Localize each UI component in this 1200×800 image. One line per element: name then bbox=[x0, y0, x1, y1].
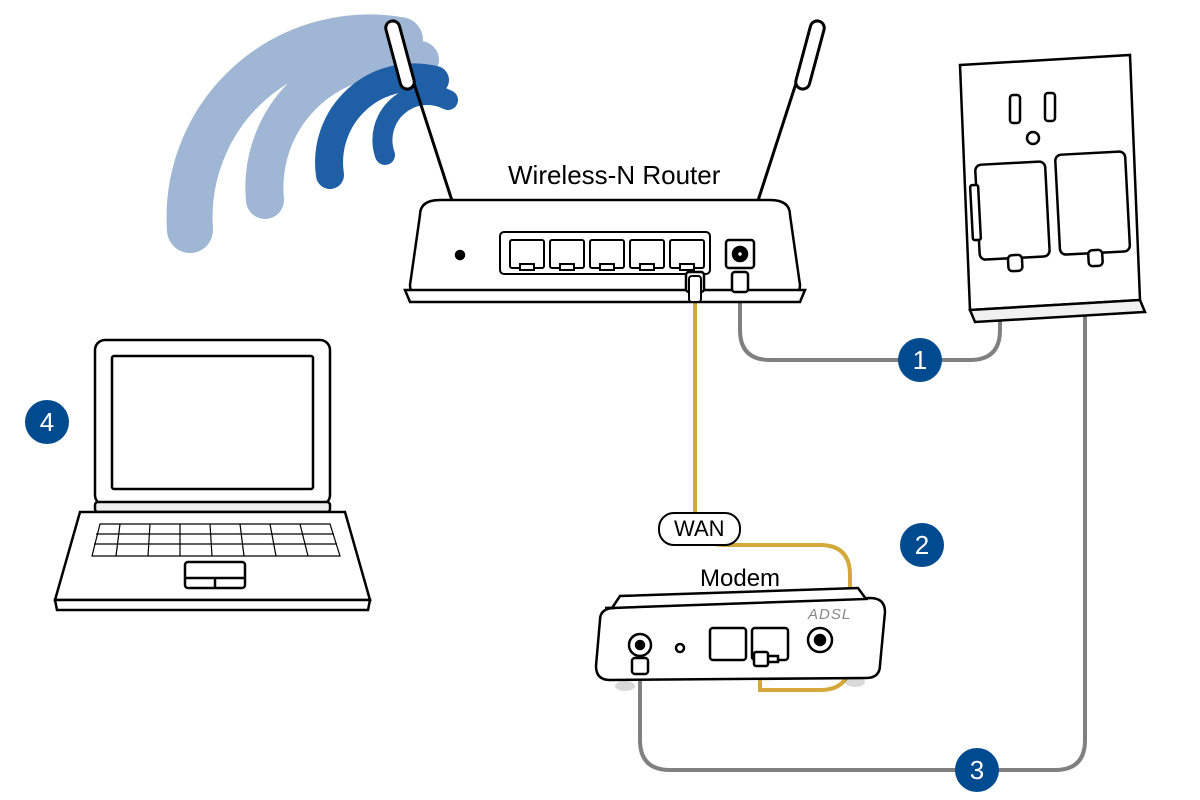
modem-label: Modem bbox=[700, 565, 780, 593]
wan-label-pill: WAN bbox=[658, 512, 741, 546]
diagram-canvas bbox=[0, 0, 1200, 800]
step-badge-4: 4 bbox=[25, 400, 69, 444]
adsl-tag: ADSL bbox=[808, 606, 851, 623]
step-badge-3: 3 bbox=[955, 748, 999, 792]
router-label: Wireless-N Router bbox=[508, 160, 720, 191]
step-badge-1: 1 bbox=[898, 338, 942, 382]
step-badge-2: 2 bbox=[900, 523, 944, 567]
laptop-icon bbox=[55, 340, 370, 610]
modem-icon bbox=[596, 588, 885, 691]
wall-outlet-icon bbox=[960, 55, 1145, 322]
